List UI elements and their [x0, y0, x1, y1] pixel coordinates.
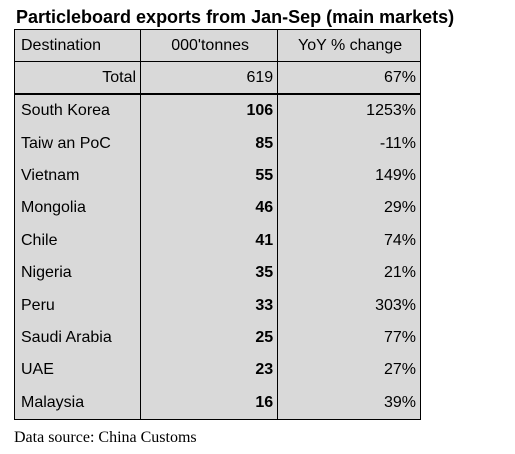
- total-volume: 619: [140, 61, 279, 95]
- row-destination: South Korea: [13, 94, 142, 128]
- total-label: Total: [13, 61, 142, 95]
- row-volume: 25: [140, 321, 279, 355]
- row-destination: UAE: [13, 354, 142, 387]
- row-yoy-change: 303%: [277, 289, 421, 322]
- exports-table: Destination 000'tonnes YoY % change Tota…: [13, 29, 421, 420]
- row-yoy-change: 74%: [277, 224, 421, 257]
- row-destination: Taiw an PoC: [13, 127, 142, 160]
- row-volume: 46: [140, 192, 279, 225]
- row-volume: 23: [140, 354, 279, 387]
- header-volume: 000'tonnes: [140, 29, 279, 62]
- table-row: Mongolia 46 29%: [13, 192, 421, 225]
- table-row: Malaysia 16 39%: [13, 386, 421, 420]
- row-yoy-change: 29%: [277, 192, 421, 225]
- row-destination: Peru: [13, 289, 142, 322]
- data-source-note: Data source: China Customs: [14, 429, 197, 446]
- header-row: Destination 000'tonnes YoY % change: [13, 29, 421, 62]
- exports-table-body: Destination 000'tonnes YoY % change Tota…: [13, 29, 421, 420]
- table-row: UAE 23 27%: [13, 354, 421, 387]
- row-destination: Mongolia: [13, 192, 142, 225]
- row-yoy-change: 27%: [277, 354, 421, 387]
- row-yoy-change: 1253%: [277, 94, 421, 128]
- total-row: Total 619 67%: [13, 61, 421, 95]
- row-yoy-change: -11%: [277, 127, 421, 160]
- row-destination: Chile: [13, 224, 142, 257]
- row-destination: Saudi Arabia: [13, 321, 142, 355]
- table-row: Vietnam 55 149%: [13, 159, 421, 193]
- row-volume: 16: [140, 386, 279, 420]
- row-destination: Nigeria: [13, 256, 142, 290]
- table-row: South Korea 106 1253%: [13, 94, 421, 128]
- table-row: Saudi Arabia 25 77%: [13, 321, 421, 355]
- row-volume: 106: [140, 94, 279, 128]
- row-volume: 33: [140, 289, 279, 322]
- header-yoy-change: YoY % change: [277, 29, 421, 62]
- table-row: Peru 33 303%: [13, 289, 421, 322]
- table-row: Nigeria 35 21%: [13, 256, 421, 290]
- row-yoy-change: 77%: [277, 321, 421, 355]
- table-row: Chile 41 74%: [13, 224, 421, 257]
- row-volume: 55: [140, 159, 279, 193]
- row-volume: 85: [140, 127, 279, 160]
- row-destination: Vietnam: [13, 159, 142, 193]
- row-yoy-change: 21%: [277, 256, 421, 290]
- header-destination: Destination: [13, 29, 142, 62]
- row-volume: 35: [140, 256, 279, 290]
- row-yoy-change: 149%: [277, 159, 421, 193]
- row-yoy-change: 39%: [277, 386, 421, 420]
- row-volume: 41: [140, 224, 279, 257]
- total-yoy-change: 67%: [277, 61, 421, 95]
- table-row: Taiw an PoC 85 -11%: [13, 127, 421, 160]
- row-destination: Malaysia: [13, 386, 142, 420]
- table-title: Particleboard exports from Jan-Sep (main…: [16, 7, 455, 27]
